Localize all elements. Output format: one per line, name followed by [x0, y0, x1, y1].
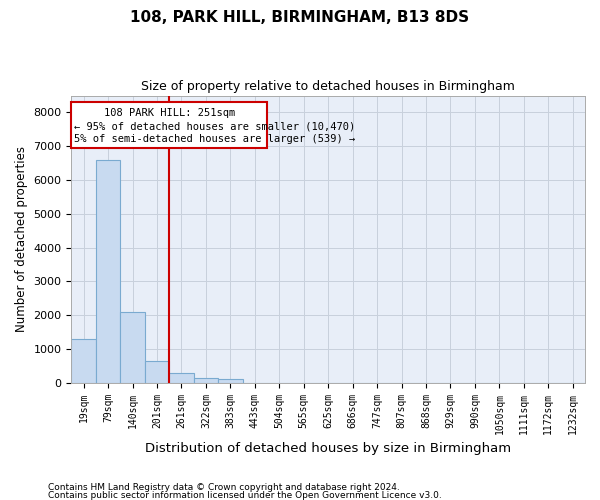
Bar [218, 380, 242, 383]
Text: 108 PARK HILL: 251sqm: 108 PARK HILL: 251sqm [104, 108, 235, 118]
Text: ← 95% of detached houses are smaller (10,470): ← 95% of detached houses are smaller (10… [74, 122, 355, 132]
Bar [145, 361, 169, 383]
Text: 108, PARK HILL, BIRMINGHAM, B13 8DS: 108, PARK HILL, BIRMINGHAM, B13 8DS [130, 10, 470, 25]
Bar [71, 102, 267, 148]
Y-axis label: Number of detached properties: Number of detached properties [15, 146, 28, 332]
Bar [71, 339, 96, 383]
Bar [96, 160, 121, 383]
Text: Contains HM Land Registry data © Crown copyright and database right 2024.: Contains HM Land Registry data © Crown c… [48, 484, 400, 492]
Title: Size of property relative to detached houses in Birmingham: Size of property relative to detached ho… [141, 80, 515, 93]
Bar [169, 372, 194, 383]
Bar [121, 312, 145, 383]
Text: Contains public sector information licensed under the Open Government Licence v3: Contains public sector information licen… [48, 490, 442, 500]
Text: 5% of semi-detached houses are larger (539) →: 5% of semi-detached houses are larger (5… [74, 134, 355, 144]
X-axis label: Distribution of detached houses by size in Birmingham: Distribution of detached houses by size … [145, 442, 511, 455]
Bar [194, 378, 218, 383]
